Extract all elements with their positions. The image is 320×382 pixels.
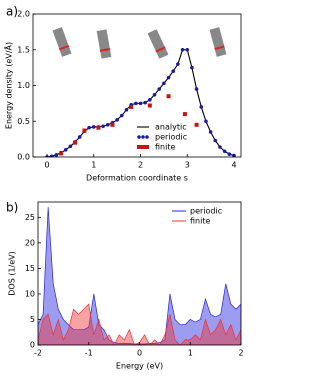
point	[87, 125, 91, 130]
y-tick-label: 20	[25, 238, 35, 247]
point	[148, 98, 152, 102]
legend-swatch	[137, 135, 141, 139]
point	[73, 140, 78, 145]
axes-frame	[37, 201, 242, 346]
point	[105, 123, 110, 127]
point	[185, 47, 190, 52]
tube-icon	[96, 29, 112, 59]
y-tick-label: 25	[25, 213, 35, 222]
x-tick-label: 1	[91, 161, 96, 170]
legend-swatch	[141, 145, 145, 149]
y-tick-label: 15	[25, 264, 35, 273]
point	[166, 75, 171, 80]
y-tick-label: 5	[30, 315, 35, 324]
tube-icon	[147, 29, 169, 59]
x-axis-label: Deformation coordinate s	[86, 174, 188, 183]
tube-icon	[209, 27, 227, 57]
point	[77, 135, 82, 139]
point	[115, 118, 119, 122]
point	[171, 69, 176, 73]
y-tick-label: 0.5	[17, 117, 30, 126]
legend-swatch	[137, 145, 141, 149]
panel-label: b)	[6, 201, 18, 215]
area	[38, 303, 241, 345]
point	[91, 125, 96, 129]
point	[190, 65, 194, 70]
point	[110, 122, 115, 127]
x-tick-label: -2	[34, 349, 42, 358]
figure: a) 0 1 2 3 4 0.0 0.5 1.0 1.5 2.0 Deformation coordi…	[3, 5, 244, 371]
point	[120, 113, 124, 118]
point	[152, 92, 157, 97]
point	[129, 104, 134, 109]
legend-label: periodic	[155, 133, 187, 142]
x-axis-label: Energy (eV)	[116, 362, 163, 371]
legend-label: periodic	[190, 207, 222, 216]
point	[218, 145, 222, 149]
y-tick-label: 1.0	[17, 81, 30, 90]
tube-icons	[52, 27, 227, 59]
point	[199, 105, 204, 109]
legend-swatch	[145, 135, 149, 139]
axes-frame	[32, 13, 242, 158]
legend-swatch	[141, 135, 145, 139]
point	[134, 101, 138, 106]
y-axis-label: Energy density (eV/Å)	[3, 42, 14, 129]
legend-label: finite	[190, 217, 210, 226]
point	[227, 152, 232, 156]
x-tick-label: 4	[231, 161, 236, 170]
legend-label: finite	[155, 143, 175, 152]
y-tick-label: 2.0	[17, 10, 30, 19]
x-tick-label: 2	[138, 161, 143, 170]
point	[59, 151, 64, 156]
x-tick-label: 2	[238, 349, 243, 358]
point	[213, 138, 218, 143]
point	[49, 154, 54, 157]
point	[182, 112, 187, 117]
x-tick-label: 0	[137, 349, 142, 358]
point	[68, 144, 73, 149]
point	[204, 119, 208, 124]
legend-label: analytic	[155, 123, 187, 132]
point	[82, 128, 87, 133]
point	[143, 100, 147, 105]
point	[157, 87, 162, 91]
point	[194, 122, 199, 127]
point	[176, 62, 180, 66]
point	[124, 108, 129, 112]
x-tick-label: 3	[185, 161, 190, 170]
x-tick-label: 0	[44, 161, 49, 170]
legend-swatch	[145, 145, 149, 149]
plot-area	[45, 47, 236, 157]
point	[180, 47, 185, 52]
y-tick-label: 10	[25, 289, 35, 298]
point	[147, 103, 152, 108]
point	[96, 125, 101, 130]
point	[208, 130, 213, 134]
plot-area	[38, 207, 241, 345]
point	[101, 124, 105, 129]
point	[166, 94, 171, 99]
point	[63, 148, 68, 152]
point	[194, 87, 199, 91]
y-tick-label: 1.5	[17, 45, 30, 54]
panel-label: a)	[6, 5, 18, 19]
x-tick-label: 1	[188, 349, 193, 358]
x-tick-label: -1	[85, 349, 93, 358]
y-tick-label: 0	[30, 341, 35, 350]
area	[38, 207, 241, 345]
point	[138, 101, 143, 106]
point	[162, 81, 166, 86]
y-axis-label: DOS (1/eV)	[8, 251, 17, 296]
y-tick-label: 0.0	[17, 153, 30, 162]
point	[222, 149, 227, 154]
point	[54, 153, 59, 157]
tube-icon	[52, 27, 72, 57]
